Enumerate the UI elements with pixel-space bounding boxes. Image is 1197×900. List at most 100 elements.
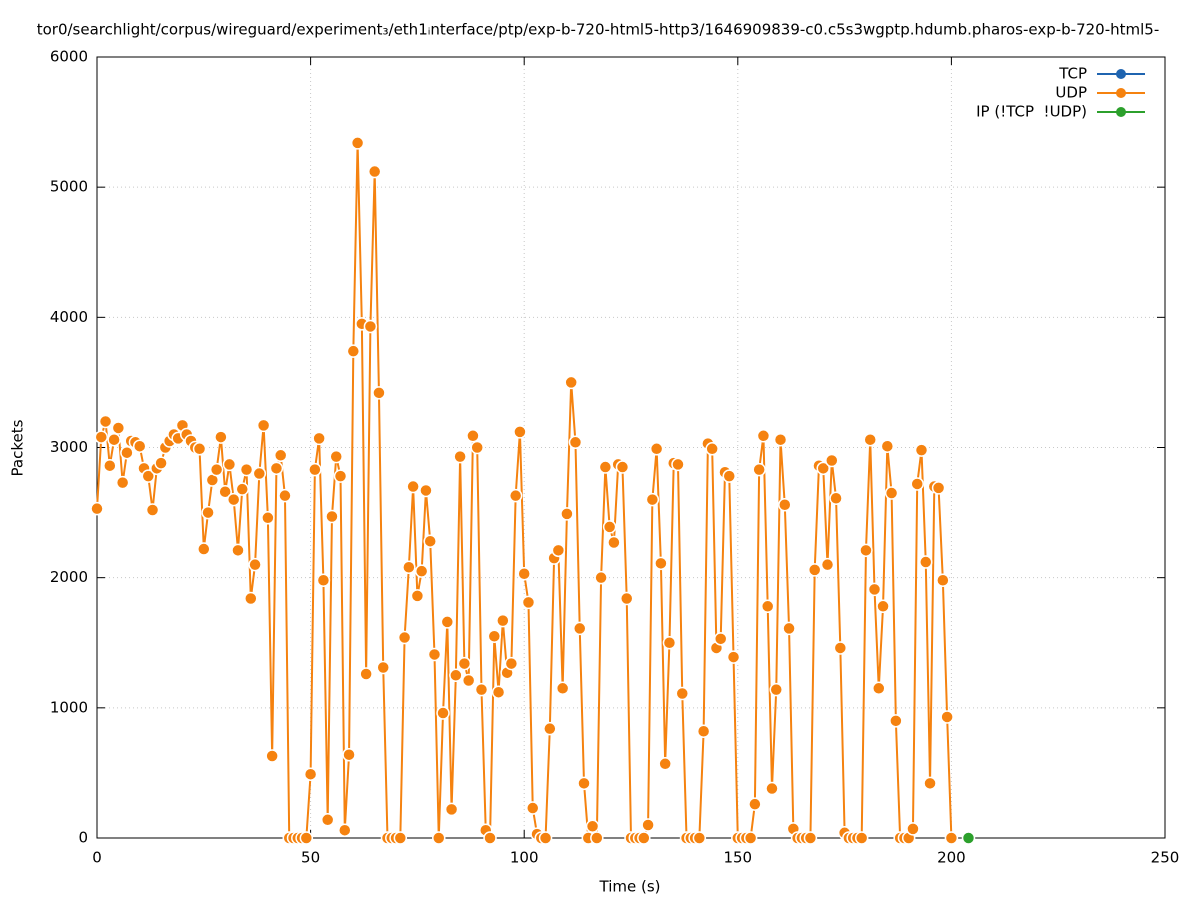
data-point: [231, 543, 245, 558]
data-point: [265, 749, 279, 763]
y-axis-label: Packets: [9, 419, 27, 476]
x-tick-label: 100: [510, 849, 539, 867]
data-point: [854, 831, 869, 845]
data-point: [872, 681, 886, 696]
data-point: [466, 429, 480, 443]
data-point: [675, 686, 690, 701]
data-point: [376, 660, 390, 675]
data-point: [487, 629, 502, 643]
data-point: [346, 344, 361, 358]
data-point: [594, 570, 608, 585]
data-point: [743, 831, 758, 845]
data-point: [453, 449, 467, 464]
data-point: [320, 813, 335, 827]
data-point: [402, 560, 416, 575]
data-point: [884, 486, 899, 500]
data-point: [269, 461, 284, 476]
data-point: [936, 573, 950, 588]
data-point: [551, 543, 566, 558]
data-point: [410, 589, 425, 603]
data-point: [132, 439, 147, 453]
data-point: [525, 801, 540, 815]
y-tick-label: 4000: [50, 308, 88, 326]
data-point: [748, 797, 762, 811]
data-point: [449, 668, 463, 683]
chart-title: tor0/searchlight/corpus/wireguard/experi…: [37, 21, 1160, 39]
data-point: [372, 386, 386, 400]
data-point: [427, 647, 442, 662]
data-point: [474, 682, 489, 697]
data-point: [752, 462, 766, 477]
data-point: [197, 542, 211, 556]
data-point: [577, 776, 591, 791]
data-point: [406, 479, 420, 494]
x-tick-label: 50: [301, 849, 320, 867]
data-point: [222, 457, 237, 472]
data-point: [867, 582, 882, 597]
data-point: [602, 520, 617, 534]
data-point: [312, 431, 326, 446]
data-point: [555, 681, 570, 696]
data-point: [722, 469, 737, 483]
data-point: [261, 511, 275, 525]
x-tick-label: 0: [92, 849, 102, 867]
data-point: [98, 414, 113, 429]
data-point: [769, 682, 783, 697]
legend-label: TCP: [1058, 65, 1087, 83]
data-point: [641, 818, 655, 832]
data-point: [940, 710, 954, 724]
data-point: [444, 802, 459, 817]
data-point: [218, 485, 232, 499]
data-point: [517, 567, 531, 581]
x-axis-label: Time (s): [599, 878, 661, 896]
data-point: [419, 483, 433, 498]
data-point: [154, 456, 168, 470]
data-point: [615, 460, 630, 474]
data-point: [308, 462, 322, 477]
data-point: [876, 599, 890, 614]
data-point: [637, 831, 651, 845]
data-point: [209, 462, 224, 477]
data-point: [423, 534, 437, 548]
data-point: [107, 432, 121, 447]
data-point: [329, 449, 343, 464]
data-point: [226, 492, 241, 507]
data-point: [214, 430, 228, 444]
data-point: [436, 706, 450, 720]
data-point: [923, 776, 937, 791]
data-point: [658, 757, 672, 771]
data-point: [560, 507, 574, 521]
data-point: [543, 721, 557, 736]
data-point: [141, 469, 156, 483]
data-point: [803, 831, 818, 845]
legend-marker: [1116, 88, 1126, 98]
data-point: [782, 621, 796, 636]
data-point: [111, 421, 126, 435]
data-point: [756, 429, 771, 443]
data-point: [590, 831, 604, 845]
data-point: [598, 460, 613, 474]
data-point: [773, 432, 788, 447]
data-point: [397, 630, 412, 645]
data-point: [94, 430, 109, 444]
legend-label: UDP: [1055, 84, 1087, 102]
data-point: [564, 375, 578, 390]
data-point: [692, 831, 707, 845]
legend-marker: [1116, 107, 1126, 117]
data-point: [192, 442, 207, 456]
data-point: [859, 543, 873, 558]
data-point: [235, 482, 249, 496]
legend-marker: [1116, 69, 1126, 79]
data-point: [914, 443, 929, 457]
data-point: [333, 469, 348, 483]
data-point: [457, 656, 472, 671]
data-point: [504, 656, 519, 671]
data-point: [931, 481, 946, 495]
data-point: [363, 319, 378, 334]
data-point: [513, 425, 527, 439]
data-point: [470, 440, 484, 455]
data-point: [705, 442, 719, 456]
data-point: [760, 599, 775, 614]
x-tick-label: 150: [723, 849, 752, 867]
data-point: [713, 632, 728, 646]
